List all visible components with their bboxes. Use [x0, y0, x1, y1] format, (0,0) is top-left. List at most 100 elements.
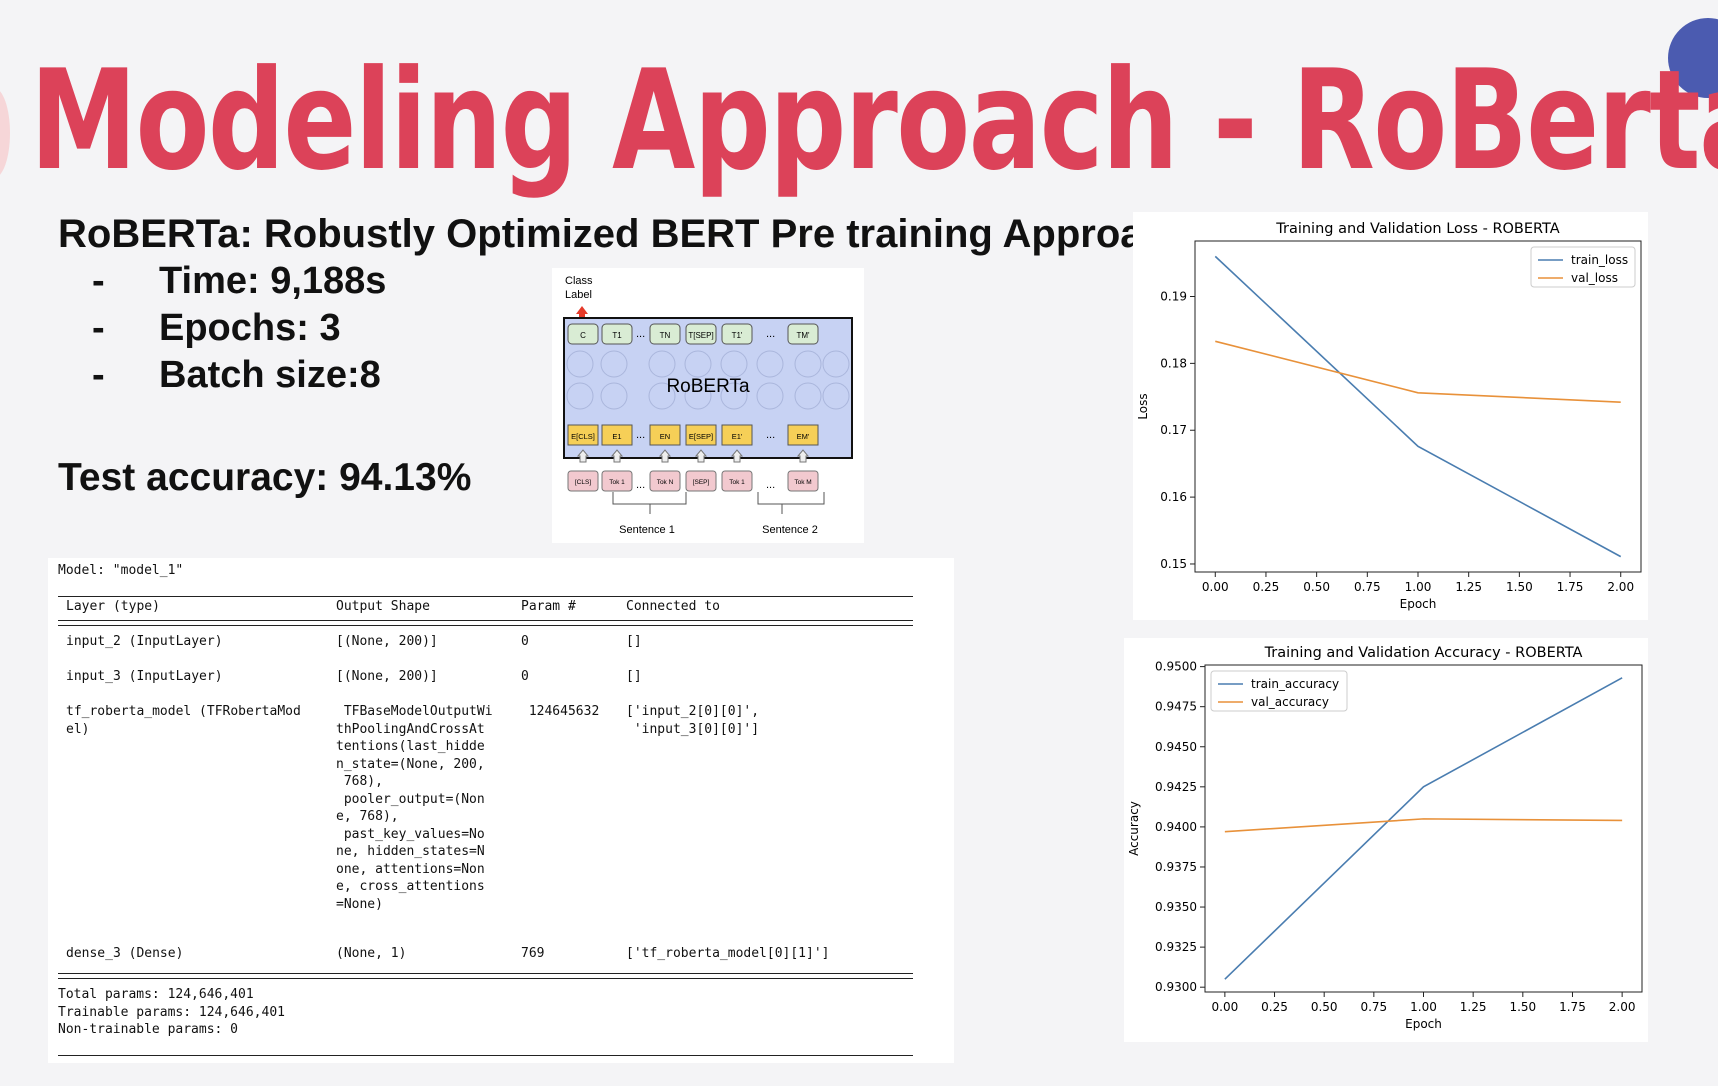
- series-line-val_loss: [1215, 340, 1621, 403]
- x-tick-label: 2.00: [1607, 580, 1634, 594]
- loss-chart-svg: Training and Validation Loss - ROBERTA 0.…: [1136, 221, 1642, 611]
- x-tick-label: 1.00: [1410, 1000, 1437, 1014]
- roberta-architecture-diagram: Class Label RoBERTa C T1... TN T[SEP] T1'... TM'…: [552, 268, 864, 543]
- output-token-label: T1: [612, 331, 622, 340]
- output-shape: [(None, 200)]: [336, 669, 438, 684]
- neuron-circle: [794, 382, 822, 410]
- output-token-box: [721, 323, 753, 345]
- embedding-label: EN: [660, 432, 670, 441]
- y-tick-label: 0.16: [1160, 490, 1187, 504]
- bullet-epochs: - Epochs: 3: [92, 305, 386, 352]
- layer-name: input_3 (InputLayer): [66, 669, 223, 684]
- neuron-circle: [822, 350, 850, 378]
- neuron-circle: [720, 350, 748, 378]
- bullet-dash: -: [92, 260, 105, 302]
- model-name-line: Model: "model_1": [58, 563, 184, 578]
- legend-box: [1530, 246, 1636, 288]
- series-line-val_accuracy: [1224, 818, 1623, 833]
- embedding-box: [601, 424, 633, 446]
- embedding-label: E1: [612, 432, 621, 441]
- output-shape: one, attentions=Non: [336, 861, 485, 877]
- input-token-box: [685, 470, 717, 492]
- input-token-box: [721, 470, 753, 492]
- x-axis-label: Epoch: [1400, 597, 1437, 611]
- output-shape: pooler_output=(Non: [336, 791, 485, 807]
- x-tick-label: 0.25: [1253, 580, 1280, 594]
- output-token-box: [567, 323, 599, 345]
- input-arrow: [694, 449, 708, 463]
- input-token-box: [649, 470, 681, 492]
- ellipsis: ...: [636, 479, 645, 491]
- neuron-circle: [648, 382, 676, 410]
- output-shape: n_state=(None, 200,: [336, 756, 485, 772]
- input-token-label: Tok 1: [729, 479, 745, 486]
- legend-label: val_loss: [1571, 271, 1618, 285]
- params-total: Trainable params: 124,646,401: [58, 1004, 285, 1020]
- input-token-box: [567, 470, 599, 492]
- params-total: Non-trainable params: 0: [58, 1022, 239, 1037]
- params-total: Total params: 124,646,401: [58, 987, 254, 1002]
- output-token-label: T1': [732, 331, 743, 340]
- summary-header: Connected to: [626, 599, 720, 614]
- connected-to: []: [626, 634, 642, 649]
- x-tick-label: 1.75: [1559, 1000, 1586, 1014]
- accuracy-chart-svg: Training and Validation Accuracy - ROBER…: [1127, 645, 1643, 1031]
- summary-header: Param #: [521, 599, 576, 614]
- input-arrow: [576, 449, 590, 463]
- embedding-label: E[SEP]: [689, 432, 713, 441]
- decorative-circle-left: [0, 88, 10, 178]
- param-count: 124645632: [521, 704, 600, 719]
- y-tick-label: 0.9300: [1155, 980, 1197, 994]
- param-count: 0: [521, 669, 529, 684]
- x-tick-label: 1.50: [1509, 1000, 1536, 1014]
- ellipsis: ...: [636, 328, 645, 340]
- neuron-circle: [756, 350, 784, 378]
- embedding-box: [685, 424, 717, 446]
- output-token-label: TM': [796, 331, 810, 340]
- output-token-box: [787, 323, 819, 345]
- bullet-text: Epochs: 3: [159, 307, 341, 349]
- neuron-circle: [720, 382, 748, 410]
- series-line-train_loss: [1214, 255, 1622, 558]
- input-token-label: Tok M: [794, 479, 811, 486]
- y-tick-label: 0.9425: [1155, 780, 1197, 794]
- y-tick-label: 0.9400: [1155, 820, 1197, 834]
- summary-header: Layer (type): [66, 599, 160, 614]
- summary-rule: [58, 1055, 913, 1056]
- y-tick-label: 0.15: [1160, 557, 1187, 571]
- output-shape: e, 768),: [336, 809, 399, 824]
- y-tick-label: 0.19: [1160, 290, 1187, 304]
- neuron-circle: [756, 382, 784, 410]
- y-tick-label: 0.9350: [1155, 900, 1197, 914]
- legend-box: [1210, 670, 1348, 712]
- x-tick-label: 0.50: [1311, 1000, 1338, 1014]
- input-token-label: [SEP]: [693, 479, 710, 486]
- x-tick-label: 0.00: [1212, 1000, 1239, 1014]
- accuracy-chart: Training and Validation Accuracy - ROBER…: [1124, 638, 1648, 1042]
- series-line-train_accuracy: [1224, 677, 1623, 980]
- param-count: 769: [521, 946, 545, 961]
- architecture-svg: Class Label RoBERTa C T1... TN T[SEP] T1'... TM'…: [563, 275, 853, 536]
- x-axis-label: Epoch: [1405, 1017, 1442, 1031]
- output-token-box: [649, 323, 681, 345]
- summary-double-rule: [58, 973, 913, 979]
- ellipsis: ...: [636, 429, 645, 441]
- input-arrow: [796, 449, 810, 463]
- y-axis-label: Loss: [1136, 393, 1150, 419]
- neuron-circle: [566, 382, 594, 410]
- slide-subtitle: RoBERTa: Robustly Optimized BERT Pre tra…: [58, 212, 1190, 256]
- bullet-dash: -: [92, 307, 105, 349]
- x-tick-label: 1.25: [1460, 1000, 1487, 1014]
- training-details-list: - Time: 9,188s - Epochs: 3 - Batch size:8: [92, 258, 386, 399]
- x-tick-label: 1.50: [1506, 580, 1533, 594]
- x-tick-label: 0.50: [1303, 580, 1330, 594]
- loss-chart: Training and Validation Loss - ROBERTA 0.…: [1133, 212, 1648, 620]
- embedding-box: [649, 424, 681, 446]
- input-token-label: Tok N: [657, 479, 674, 486]
- layer-name: dense_3 (Dense): [66, 946, 184, 961]
- output-shape: [(None, 200)]: [336, 634, 438, 649]
- sentence-bracket: [612, 492, 687, 514]
- legend-label: val_accuracy: [1251, 695, 1329, 709]
- neuron-circle: [600, 350, 628, 378]
- embedding-label: E1': [732, 432, 743, 441]
